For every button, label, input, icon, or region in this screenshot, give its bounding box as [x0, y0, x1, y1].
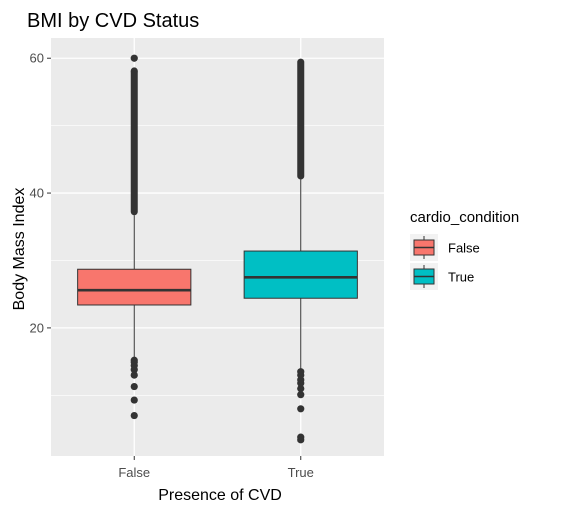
- panel-background: [51, 38, 384, 456]
- y-tick-label: 20: [30, 320, 44, 335]
- legend-label: False: [448, 241, 480, 256]
- outlier-point: [130, 411, 138, 420]
- y-tick-label: 60: [30, 51, 44, 66]
- outlier-point: [130, 382, 138, 391]
- box: [77, 268, 192, 306]
- box-group-false: [77, 54, 192, 420]
- outlier-point: [297, 405, 305, 413]
- outlier-point: [130, 54, 138, 62]
- outlier-point: [297, 433, 305, 441]
- outlier-point: [130, 67, 138, 75]
- outlier-point: [297, 384, 305, 393]
- legend-label: True: [448, 270, 474, 285]
- legend-item-true: True: [410, 263, 474, 290]
- legend-item-false: False: [410, 234, 480, 261]
- box-group-true: [243, 58, 358, 444]
- legend-title: cardio_condition: [410, 209, 519, 226]
- y-tick-label: 40: [30, 186, 44, 201]
- outlier-point: [297, 368, 305, 376]
- box: [243, 250, 358, 299]
- outlier-point: [130, 371, 138, 379]
- outlier-point: [130, 396, 138, 404]
- outlier-point: [297, 391, 305, 399]
- outlier-point: [130, 356, 138, 364]
- plot-panel: [51, 38, 384, 456]
- x-tick-label: False: [118, 465, 150, 480]
- outlier-band-high: [130, 68, 138, 216]
- chart-title: BMI by CVD Status: [27, 10, 199, 32]
- box-marks: [77, 54, 358, 444]
- outlier-band-high: [297, 58, 305, 180]
- axes: 20 40 60 False True: [30, 51, 314, 480]
- x-axis-title: Presence of CVD: [158, 487, 282, 504]
- x-tick-label: True: [288, 465, 314, 480]
- y-axis-title: Body Mass Index: [11, 188, 28, 311]
- legend: cardio_condition False True: [410, 209, 519, 290]
